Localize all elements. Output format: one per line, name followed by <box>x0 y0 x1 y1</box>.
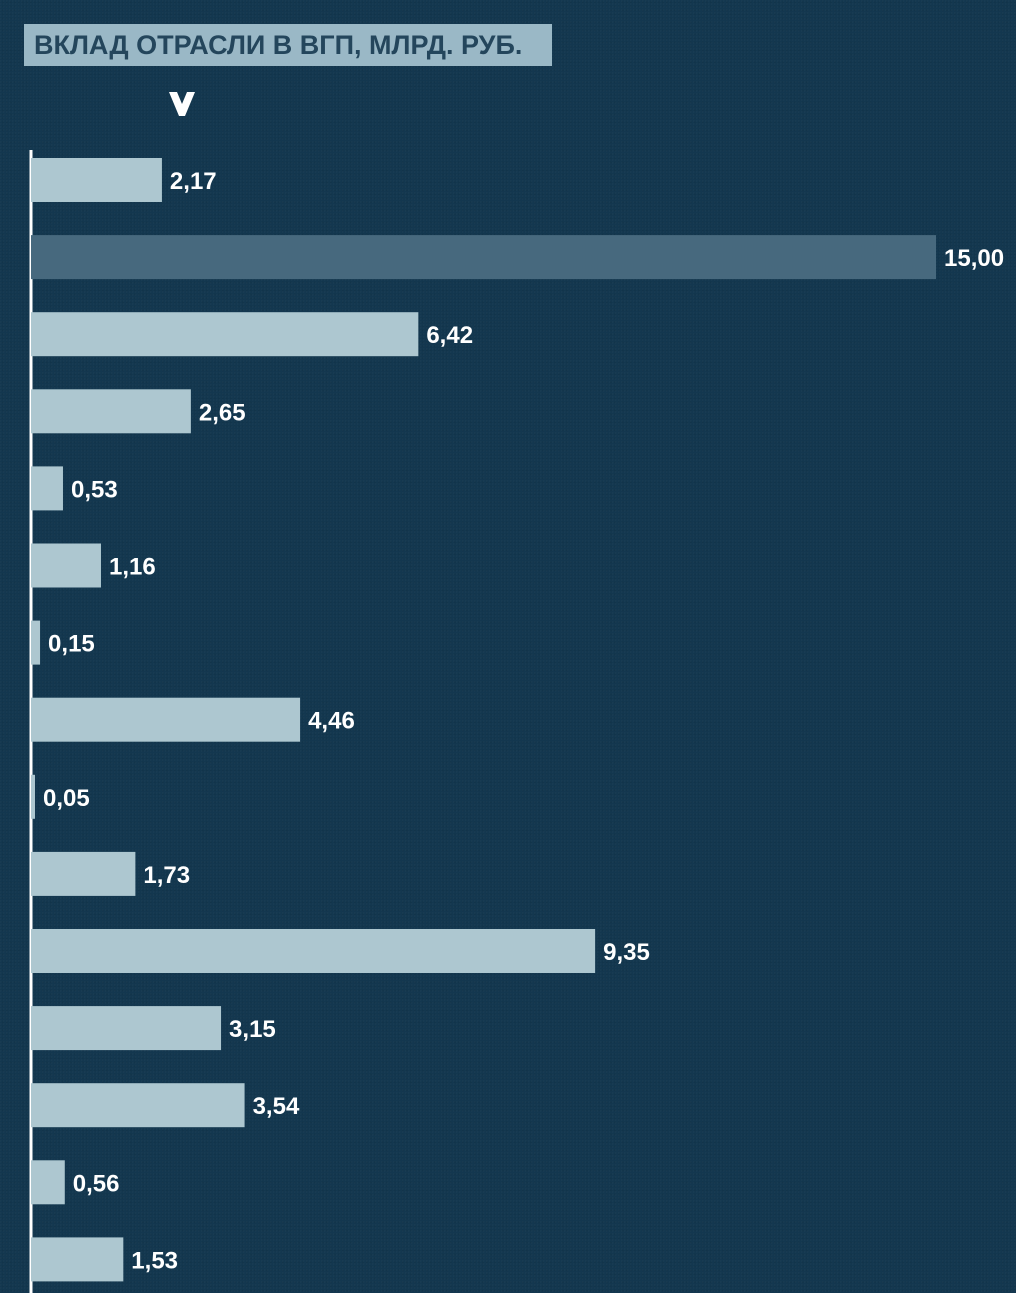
bar-5 <box>31 466 63 511</box>
value-label-6: 1,16 <box>109 554 156 581</box>
bar-15 <box>31 1237 124 1282</box>
bar-4 <box>31 389 191 434</box>
value-labels-group: 2,17 15,00 6,42 2,65 0,53 1,16 0,15 4,46 0,05 1,7… <box>43 168 1004 1274</box>
bar-3 <box>31 312 419 357</box>
value-label-11: 9,35 <box>603 939 650 966</box>
value-label-13: 3,54 <box>253 1093 300 1120</box>
value-label-4: 2,65 <box>199 399 246 426</box>
bar-13 <box>31 1083 245 1128</box>
bar-14 <box>31 1160 65 1205</box>
value-label-2: 15,00 <box>944 245 1004 272</box>
value-label-15: 1,53 <box>131 1247 178 1274</box>
bar-12 <box>31 1006 222 1051</box>
bars-group <box>31 158 936 1282</box>
bar-7 <box>31 620 41 665</box>
bar-1 <box>31 158 162 202</box>
chevron-down-icon <box>169 92 195 116</box>
value-label-9: 0,05 <box>43 785 90 812</box>
bar-6 <box>31 543 101 588</box>
bar-10 <box>31 851 136 896</box>
bar-2 <box>31 235 936 280</box>
value-label-12: 3,15 <box>229 1016 276 1043</box>
value-label-8: 4,46 <box>308 708 355 735</box>
value-label-10: 1,73 <box>143 862 190 889</box>
bar-8 <box>31 697 301 742</box>
value-label-14: 0,56 <box>73 1170 120 1197</box>
bar-9 <box>31 774 35 819</box>
value-label-5: 0,53 <box>71 476 118 503</box>
value-label-1: 2,17 <box>170 168 217 195</box>
value-label-3: 6,42 <box>426 322 473 349</box>
value-label-7: 0,15 <box>48 631 95 658</box>
chart-title: ВКЛАД ОТРАСЛИ В ВГП, МЛРД. РУБ. <box>24 24 552 66</box>
bar-11 <box>31 929 596 973</box>
